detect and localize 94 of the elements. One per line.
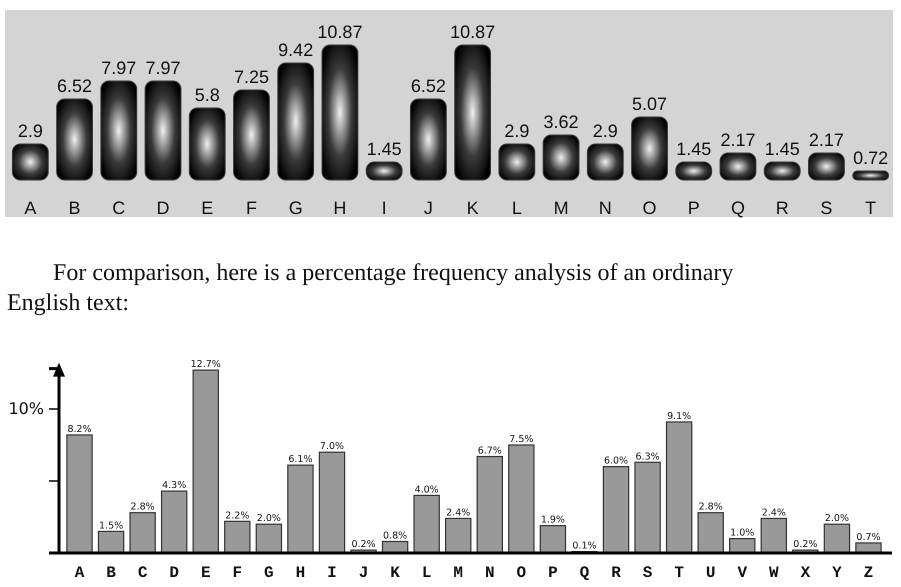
- x-tick-label: E: [200, 564, 211, 582]
- x-tick-label: F: [246, 198, 257, 218]
- chart-title: For comparison, here is a percentage frequency analysis of an ordinary English text:: [7, 260, 734, 316]
- x-tick-label: G: [288, 198, 303, 218]
- data-label: 0.72: [853, 148, 888, 168]
- x-tick-label: Q: [580, 564, 590, 582]
- x-tick-label: M: [554, 198, 569, 218]
- x-tick-label: S: [820, 198, 832, 218]
- data-label: 7.0%: [320, 441, 344, 452]
- data-label: 6.52: [410, 76, 446, 96]
- x-tick-label: B: [68, 198, 81, 218]
- data-label: 4.0%: [414, 484, 439, 496]
- x-tick-label: O: [642, 198, 657, 218]
- data-label: 2.2%: [225, 510, 250, 522]
- x-tick-label: I: [382, 198, 387, 218]
- x-tick-label: M: [453, 564, 464, 582]
- data-label: 2.9: [18, 120, 43, 141]
- x-tick-label: W: [769, 564, 780, 582]
- x-tick-label: O: [516, 564, 527, 582]
- data-label: 2.9: [592, 120, 618, 141]
- data-label: 7.97: [101, 58, 136, 78]
- data-label: 1.45: [366, 138, 402, 159]
- x-tick-label: E: [201, 198, 214, 218]
- data-label: 7.25: [234, 66, 269, 87]
- data-label: 2.8%: [698, 502, 723, 513]
- data-label: 9.42: [278, 40, 314, 60]
- data-label: 6.52: [57, 76, 92, 96]
- data-label: 0.2%: [351, 539, 376, 550]
- x-tick-label: J: [358, 564, 368, 582]
- data-label: 7.5%: [509, 434, 534, 445]
- data-label: 12.7%: [190, 359, 221, 370]
- x-tick-label: D: [156, 198, 170, 218]
- x-tick-label: J: [424, 198, 433, 218]
- data-label: 6.0%: [604, 456, 628, 467]
- x-tick-label: K: [466, 198, 479, 218]
- data-label: 7.97: [145, 58, 181, 78]
- x-tick-label: I: [327, 564, 337, 582]
- x-tick-label: T: [865, 198, 876, 218]
- data-label: 6.3%: [636, 451, 660, 462]
- data-label: 1.0%: [730, 528, 754, 539]
- x-tick-label: P: [688, 198, 700, 218]
- data-label: 2.9: [504, 120, 530, 141]
- data-label: 0.8%: [383, 530, 408, 542]
- x-tick-label: A: [24, 198, 36, 218]
- data-label: 2.0%: [256, 513, 281, 524]
- x-tick-label: H: [333, 198, 346, 218]
- data-label: 8.2%: [67, 424, 92, 435]
- x-tick-label: B: [106, 564, 116, 582]
- data-label: 3.62: [544, 112, 579, 132]
- x-tick-label: U: [706, 564, 716, 582]
- x-tick-label: H: [296, 564, 306, 582]
- data-label: 10.87: [317, 22, 362, 42]
- x-tick-label: K: [390, 564, 400, 582]
- data-label: 6.1%: [288, 454, 312, 466]
- data-label: 1.9%: [540, 514, 565, 526]
- x-tick-label: R: [776, 198, 789, 218]
- data-label: 6.7%: [478, 446, 502, 457]
- data-label: 9.1%: [667, 410, 692, 422]
- x-tick-label: L: [512, 198, 522, 218]
- data-label: 5.8: [194, 84, 220, 105]
- x-tick-label: V: [737, 564, 748, 582]
- x-tick-label: N: [598, 198, 612, 218]
- data-label: 0.2%: [793, 539, 818, 550]
- x-tick-label: S: [642, 564, 653, 582]
- data-label: 4.3%: [162, 480, 186, 492]
- data-label: 5.07: [632, 94, 668, 114]
- x-tick-label: Q: [730, 198, 745, 218]
- x-tick-label: A: [74, 564, 85, 582]
- data-label: 2.0%: [824, 513, 849, 524]
- x-tick-label: P: [548, 564, 558, 582]
- x-tick-label: X: [800, 564, 811, 582]
- x-tick-label: Y: [832, 564, 842, 582]
- data-label: 2.17: [808, 130, 844, 150]
- data-label: 2.17: [720, 130, 756, 150]
- x-tick-label: T: [674, 564, 684, 582]
- data-label: 2.4%: [446, 507, 470, 518]
- x-tick-label: Z: [864, 564, 874, 582]
- x-tick-label: G: [264, 564, 274, 582]
- x-tick-label: C: [112, 198, 126, 218]
- x-tick-label: L: [422, 564, 432, 582]
- data-label: 1.45: [764, 138, 800, 159]
- x-tick-label: F: [232, 564, 242, 582]
- data-label: 2.8%: [130, 502, 155, 513]
- data-label: 0.7%: [856, 532, 881, 543]
- data-label: 10.87: [450, 22, 496, 42]
- data-label: 2.4%: [762, 507, 786, 518]
- x-tick-label: N: [484, 564, 495, 582]
- x-tick-label: D: [169, 564, 179, 582]
- data-label: 1.45: [676, 138, 712, 159]
- data-label: 0.1%: [572, 540, 597, 552]
- data-label: 1.5%: [99, 520, 124, 532]
- x-tick-label: C: [138, 564, 148, 582]
- y-tick-label: 10%: [8, 399, 44, 418]
- x-tick-label: R: [611, 564, 622, 582]
